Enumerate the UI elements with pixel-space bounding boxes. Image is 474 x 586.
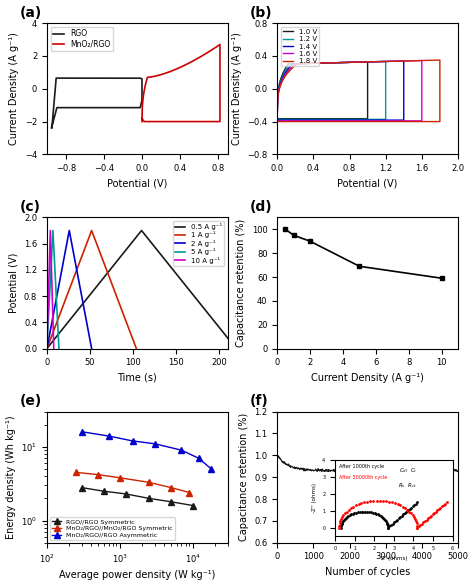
Text: (b): (b) xyxy=(250,6,273,20)
Text: (f): (f) xyxy=(250,394,269,408)
Y-axis label: Potential (V): Potential (V) xyxy=(9,253,18,313)
X-axis label: Average power density (W kg⁻¹): Average power density (W kg⁻¹) xyxy=(59,570,215,581)
Y-axis label: Capacitance retention (%): Capacitance retention (%) xyxy=(239,413,249,541)
X-axis label: Time (s): Time (s) xyxy=(118,373,157,383)
X-axis label: Current Density (A g⁻¹): Current Density (A g⁻¹) xyxy=(311,373,424,383)
Text: (e): (e) xyxy=(20,394,42,408)
Y-axis label: Current Density (A g⁻¹): Current Density (A g⁻¹) xyxy=(232,32,242,145)
Text: (d): (d) xyxy=(250,200,273,214)
Text: (c): (c) xyxy=(20,200,41,214)
X-axis label: Potential (V): Potential (V) xyxy=(337,179,398,189)
Legend: RGO//RGO Symmetric, MnO₂/RGO//MnO₂/RGO Symmetric, MnO₂/RGO//RGO Asymmetric: RGO//RGO Symmetric, MnO₂/RGO//MnO₂/RGO S… xyxy=(50,517,175,540)
Legend: 1.0 V, 1.2 V, 1.4 V, 1.6 V, 1.8 V: 1.0 V, 1.2 V, 1.4 V, 1.6 V, 1.8 V xyxy=(281,27,319,66)
Y-axis label: Energy density (Wh kg⁻¹): Energy density (Wh kg⁻¹) xyxy=(6,415,16,539)
X-axis label: Potential (V): Potential (V) xyxy=(107,179,167,189)
Legend: 0.5 A g⁻¹, 1 A g⁻¹, 2 A g⁻¹, 5 A g⁻¹, 10 A g⁻¹: 0.5 A g⁻¹, 1 A g⁻¹, 2 A g⁻¹, 5 A g⁻¹, 10… xyxy=(173,221,224,265)
Y-axis label: Capacitance retention (%): Capacitance retention (%) xyxy=(236,219,246,347)
Legend: RGO, MnO₂/RGO: RGO, MnO₂/RGO xyxy=(51,27,113,51)
Y-axis label: Current Density (A g⁻¹): Current Density (A g⁻¹) xyxy=(9,32,19,145)
Text: (a): (a) xyxy=(20,6,42,20)
X-axis label: Number of cycles: Number of cycles xyxy=(325,567,410,577)
